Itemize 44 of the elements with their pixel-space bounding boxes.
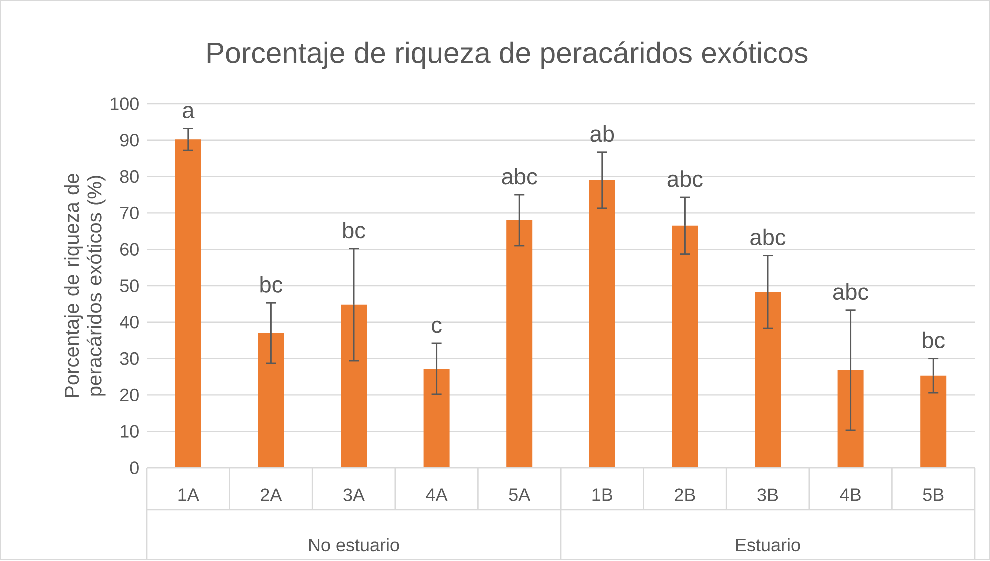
annotation: abc — [668, 170, 703, 188]
annotation: bc — [923, 332, 945, 349]
x-tick-label: 4B — [840, 488, 861, 502]
x-tick-label: 1A — [178, 488, 200, 502]
y-axis-title: Porcentaje de riqueza de peracáridos exóticos (%) — [64, 174, 106, 398]
y-tick-label: 90 — [120, 134, 139, 147]
text: Estuario — [736, 538, 800, 552]
x-tick-label: 2A — [261, 488, 282, 502]
x-tick-label: 4A — [426, 488, 448, 502]
annotation: abc — [502, 168, 538, 185]
y-tick-label: 20 — [120, 388, 139, 402]
bar — [424, 369, 450, 468]
bar — [506, 220, 533, 468]
x-tick-label: 3A — [344, 488, 365, 502]
bar — [175, 140, 202, 468]
bar — [258, 333, 284, 468]
x-tick-label: 1B — [592, 488, 612, 502]
annotation: a — [183, 106, 195, 119]
bar — [589, 180, 616, 468]
bar — [920, 376, 947, 468]
y-tick-label: 100 — [110, 98, 139, 111]
text: No estuario — [309, 538, 400, 552]
annotation: ab — [590, 126, 614, 142]
bar — [341, 305, 367, 468]
annotation: bc — [344, 222, 366, 239]
annotation: bc — [260, 276, 283, 294]
x-tick-label: 5B — [923, 488, 944, 502]
annotation: abc — [833, 284, 868, 300]
y-tick-label: 60 — [120, 243, 139, 256]
y-tick-label: 0 — [130, 462, 139, 475]
x-tick-label: 3B — [758, 488, 778, 502]
y-tick-label: 10 — [120, 425, 139, 438]
chart-title: Porcentaje de riqueza de peracáridos exóticos — [208, 42, 808, 70]
bar — [755, 292, 782, 468]
y-tick-label: 50 — [120, 280, 139, 293]
x-tick-label: 5A — [509, 488, 531, 502]
annotation: c — [432, 321, 442, 334]
bar — [672, 226, 698, 468]
y-tick-label: 70 — [120, 206, 139, 220]
y-tick-label: 40 — [120, 316, 139, 329]
annotation: abc — [750, 229, 786, 246]
y-tick-label: 80 — [120, 170, 139, 184]
y-tick-label: 30 — [120, 352, 139, 366]
x-tick-label: 2B — [675, 488, 696, 502]
